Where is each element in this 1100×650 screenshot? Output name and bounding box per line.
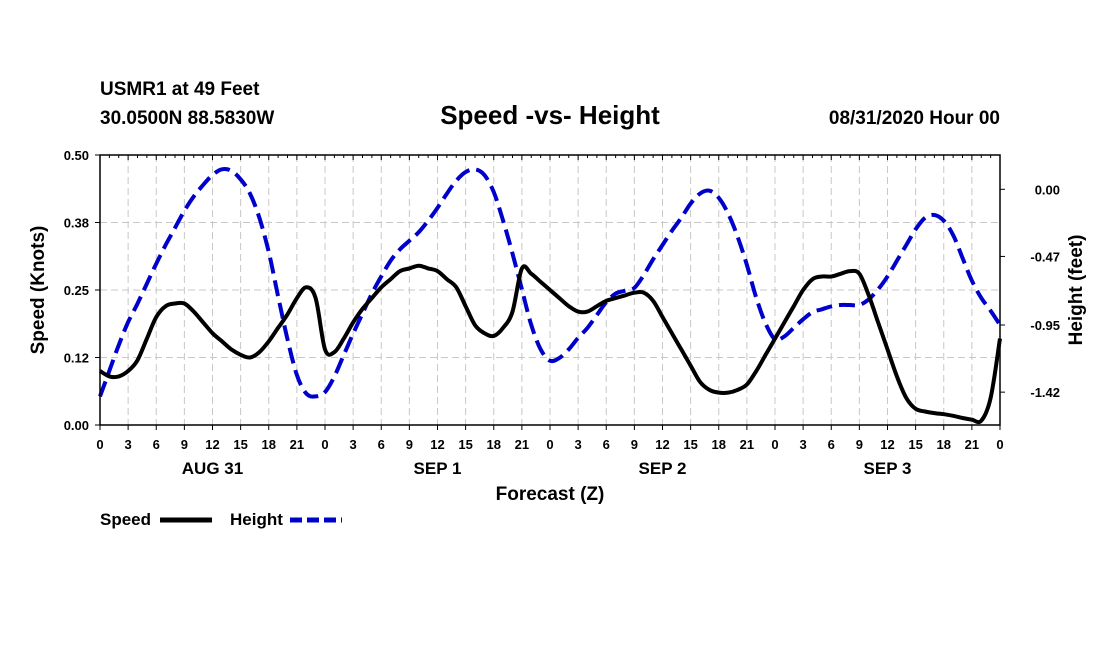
x-tick-label: 21 [965, 437, 979, 452]
x-tick-label: 15 [908, 437, 922, 452]
height-series-line [98, 166, 1002, 399]
day-label: AUG 31 [182, 459, 243, 478]
x-tick-label: 0 [96, 437, 103, 452]
y2-axis-title: Height (feet) [1066, 235, 1087, 346]
x-tick-label: 18 [712, 437, 726, 452]
x-tick-label: 15 [683, 437, 697, 452]
legend-speed-label: Speed [100, 510, 151, 529]
day-label: SEP 1 [414, 459, 462, 478]
y-axis-title: Speed (Knots) [28, 226, 49, 355]
axis-ticks: 0 3 6 9 12 15 18 21 0 3 6 9 12 15 18 21 0 3 6 9 12 15 18 21 0 3 6 9… [64, 148, 1060, 478]
x-tick-label: 0 [996, 437, 1003, 452]
x-tick-label: 3 [800, 437, 807, 452]
x-tick-label: 12 [430, 437, 444, 452]
x-tick-label: 15 [233, 437, 247, 452]
x-tick-label: 6 [828, 437, 835, 452]
y2-tick-label: -1.42 [1030, 385, 1060, 400]
y-tick-label: 0.25 [64, 283, 89, 298]
y-tick-label: 0.00 [64, 418, 89, 433]
x-tick-label: 3 [575, 437, 582, 452]
series-lines [98, 166, 1002, 425]
x-tick-label: 12 [205, 437, 219, 452]
day-label: SEP 3 [864, 459, 912, 478]
x-tick-label: 9 [181, 437, 188, 452]
x-tick-label: 21 [515, 437, 529, 452]
speed-series-line [98, 263, 1002, 425]
y2-tick-label: -0.95 [1030, 318, 1060, 333]
x-tick-label: 6 [603, 437, 610, 452]
x-tick-label: 0 [771, 437, 778, 452]
x-tick-label: 12 [880, 437, 894, 452]
x-tick-label: 6 [153, 437, 160, 452]
chart-title: Speed -vs- Height [440, 100, 660, 130]
y-tick-label: 0.38 [64, 216, 89, 231]
x-tick-label: 15 [458, 437, 472, 452]
x-tick-label: 18 [937, 437, 951, 452]
x-tick-label: 9 [631, 437, 638, 452]
x-tick-label: 0 [321, 437, 328, 452]
x-tick-label: 18 [262, 437, 276, 452]
y2-tick-label: 0.00 [1035, 182, 1060, 197]
legend-height-label: Height [230, 510, 283, 529]
y-tick-label: 0.50 [64, 148, 89, 163]
x-tick-label: 21 [290, 437, 304, 452]
x-tick-label: 21 [740, 437, 754, 452]
x-tick-label: 0 [546, 437, 553, 452]
datetime-label: 08/31/2020 Hour 00 [829, 108, 1000, 129]
x-tick-label: 9 [406, 437, 413, 452]
y-tick-label: 0.12 [64, 351, 89, 366]
station-label: USMR1 at 49 Feet [100, 79, 260, 100]
x-tick-label: 12 [655, 437, 669, 452]
x-tick-label: 3 [125, 437, 132, 452]
day-label: SEP 2 [639, 459, 687, 478]
x-axis-title: Forecast (Z) [496, 484, 605, 505]
x-tick-label: 3 [350, 437, 357, 452]
x-tick-label: 9 [856, 437, 863, 452]
y2-tick-label: -0.47 [1030, 249, 1060, 264]
coords-label: 30.0500N 88.5830W [100, 108, 274, 129]
x-tick-label: 18 [487, 437, 501, 452]
x-tick-label: 6 [378, 437, 385, 452]
